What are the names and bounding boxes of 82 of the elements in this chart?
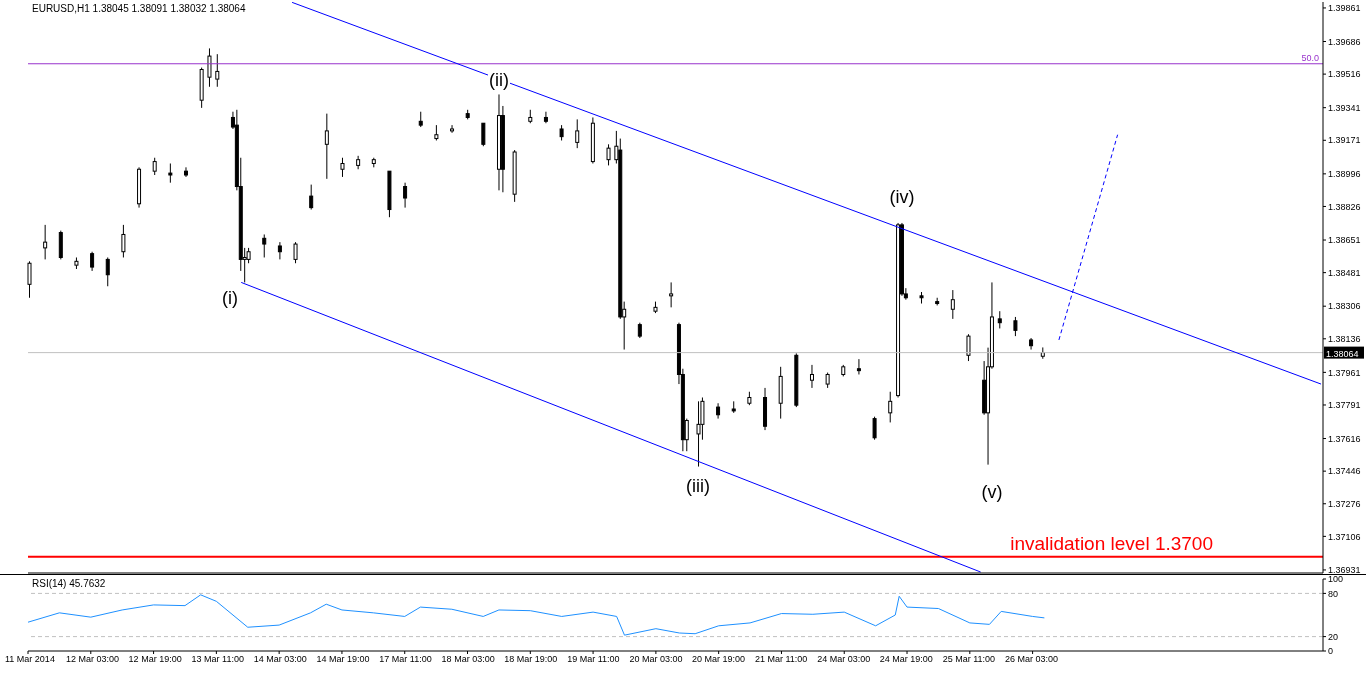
x-tick-label: 13 Mar 11:00 [191, 654, 244, 665]
y-tick-label: 0 [1328, 646, 1334, 657]
y-tick-label: 1.37446 [1328, 466, 1361, 477]
candlestick [403, 182, 408, 209]
candlestick [90, 251, 95, 272]
y-tick-label: 1.37961 [1328, 367, 1361, 378]
y-tick-label: 1.39861 [1328, 3, 1361, 14]
y-tick-label: 20 [1328, 631, 1339, 642]
y-tick-label: 1.37791 [1328, 400, 1361, 411]
x-tick-label: 11 Mar 2014 [5, 654, 55, 665]
candlestick [575, 118, 580, 149]
x-tick-label: 20 Mar 03:00 [629, 654, 683, 665]
x-tick-label: 24 Mar 19:00 [879, 654, 933, 665]
candlestick [669, 281, 674, 308]
y-tick-label: 1.37106 [1328, 531, 1361, 542]
x-tick-label: 26 Mar 03:00 [1004, 654, 1059, 665]
candlestick [262, 233, 267, 258]
y-tick-label: 1.38136 [1328, 334, 1361, 344]
y-tick-label: 1.38826 [1328, 201, 1361, 212]
candlestick [324, 113, 329, 180]
chart-title: EURUSD,H1 1.38045 1.38091 1.38032 1.38064 [32, 3, 246, 14]
x-tick-label: 18 Mar 19:00 [504, 654, 558, 665]
candlestick [606, 143, 611, 166]
x-tick-label: 12 Mar 03:00 [66, 654, 120, 665]
x-tick-label: 25 Mar 11:00 [942, 654, 996, 665]
y-tick-label: 1.39686 [1328, 36, 1361, 47]
y-tick-label: 1.39171 [1328, 135, 1361, 146]
candlestick [450, 124, 455, 134]
ref-line-label: 1.38064 [1326, 348, 1359, 359]
candlestick [696, 400, 701, 468]
y-tick-label: 1.38306 [1328, 301, 1361, 312]
chart-title: RSI(14) 45.7632 [32, 578, 106, 589]
candlestick [207, 47, 212, 88]
annotation: (i) [221, 288, 239, 308]
y-tick-label: 1.38651 [1328, 235, 1361, 246]
y-tick-label: 1.37616 [1328, 433, 1361, 444]
x-tick-label: 17 Mar 11:00 [379, 654, 432, 665]
annotation: (ii) [488, 70, 510, 90]
candlestick [215, 53, 220, 88]
candlestick [481, 122, 486, 147]
x-tick-label: 19 Mar 11:00 [567, 654, 620, 665]
candlestick [543, 111, 548, 124]
candlestick [105, 256, 110, 287]
y-tick-label: 100 [1328, 574, 1344, 585]
y-tick-label: 1.38996 [1328, 169, 1361, 180]
annotation: (v) [980, 482, 1004, 502]
y-tick-label: 1.38481 [1328, 267, 1361, 278]
x-tick-label: 20 Mar 19:00 [692, 654, 746, 665]
x-tick-label: 18 Mar 03:00 [441, 654, 495, 665]
candlestick [309, 184, 314, 211]
candlestick [809, 364, 814, 389]
candlestick [27, 260, 32, 299]
x-tick-label: 14 Mar 03:00 [253, 654, 307, 665]
x-tick-label: 12 Mar 19:00 [128, 654, 182, 665]
candlestick [872, 416, 877, 441]
ref-line-label: invalidation level 1.3700 [1010, 532, 1213, 554]
y-tick-label: 1.36931 [1328, 565, 1361, 576]
annotation: (iii) [685, 476, 711, 496]
annotation: (iv) [888, 187, 916, 207]
line-series [27, 594, 1045, 636]
candlestick [356, 155, 361, 170]
candlestick [1013, 316, 1018, 337]
x-tick-label: 21 Mar 11:00 [754, 654, 808, 665]
y-tick-label: 1.39341 [1328, 102, 1361, 113]
candlestick [856, 358, 861, 375]
y-tick-label: 80 [1328, 588, 1339, 599]
x-tick-label: 14 Mar 19:00 [316, 654, 370, 665]
candlestick [168, 163, 173, 184]
candlestick [340, 157, 345, 178]
y-tick-label: 1.37276 [1328, 498, 1361, 509]
annotation: 50.0 [1301, 52, 1319, 63]
candlestick [966, 333, 971, 362]
candlestick [121, 224, 126, 258]
candlestick [277, 241, 282, 260]
y-tick-label: 1.39516 [1328, 69, 1361, 80]
candlestick [950, 289, 955, 320]
candlestick [888, 391, 893, 423]
candlestick [184, 166, 188, 178]
candlestick [293, 241, 298, 264]
x-tick-label: 24 Mar 03:00 [817, 654, 871, 665]
candlestick [716, 402, 721, 420]
candlestick [43, 224, 48, 260]
